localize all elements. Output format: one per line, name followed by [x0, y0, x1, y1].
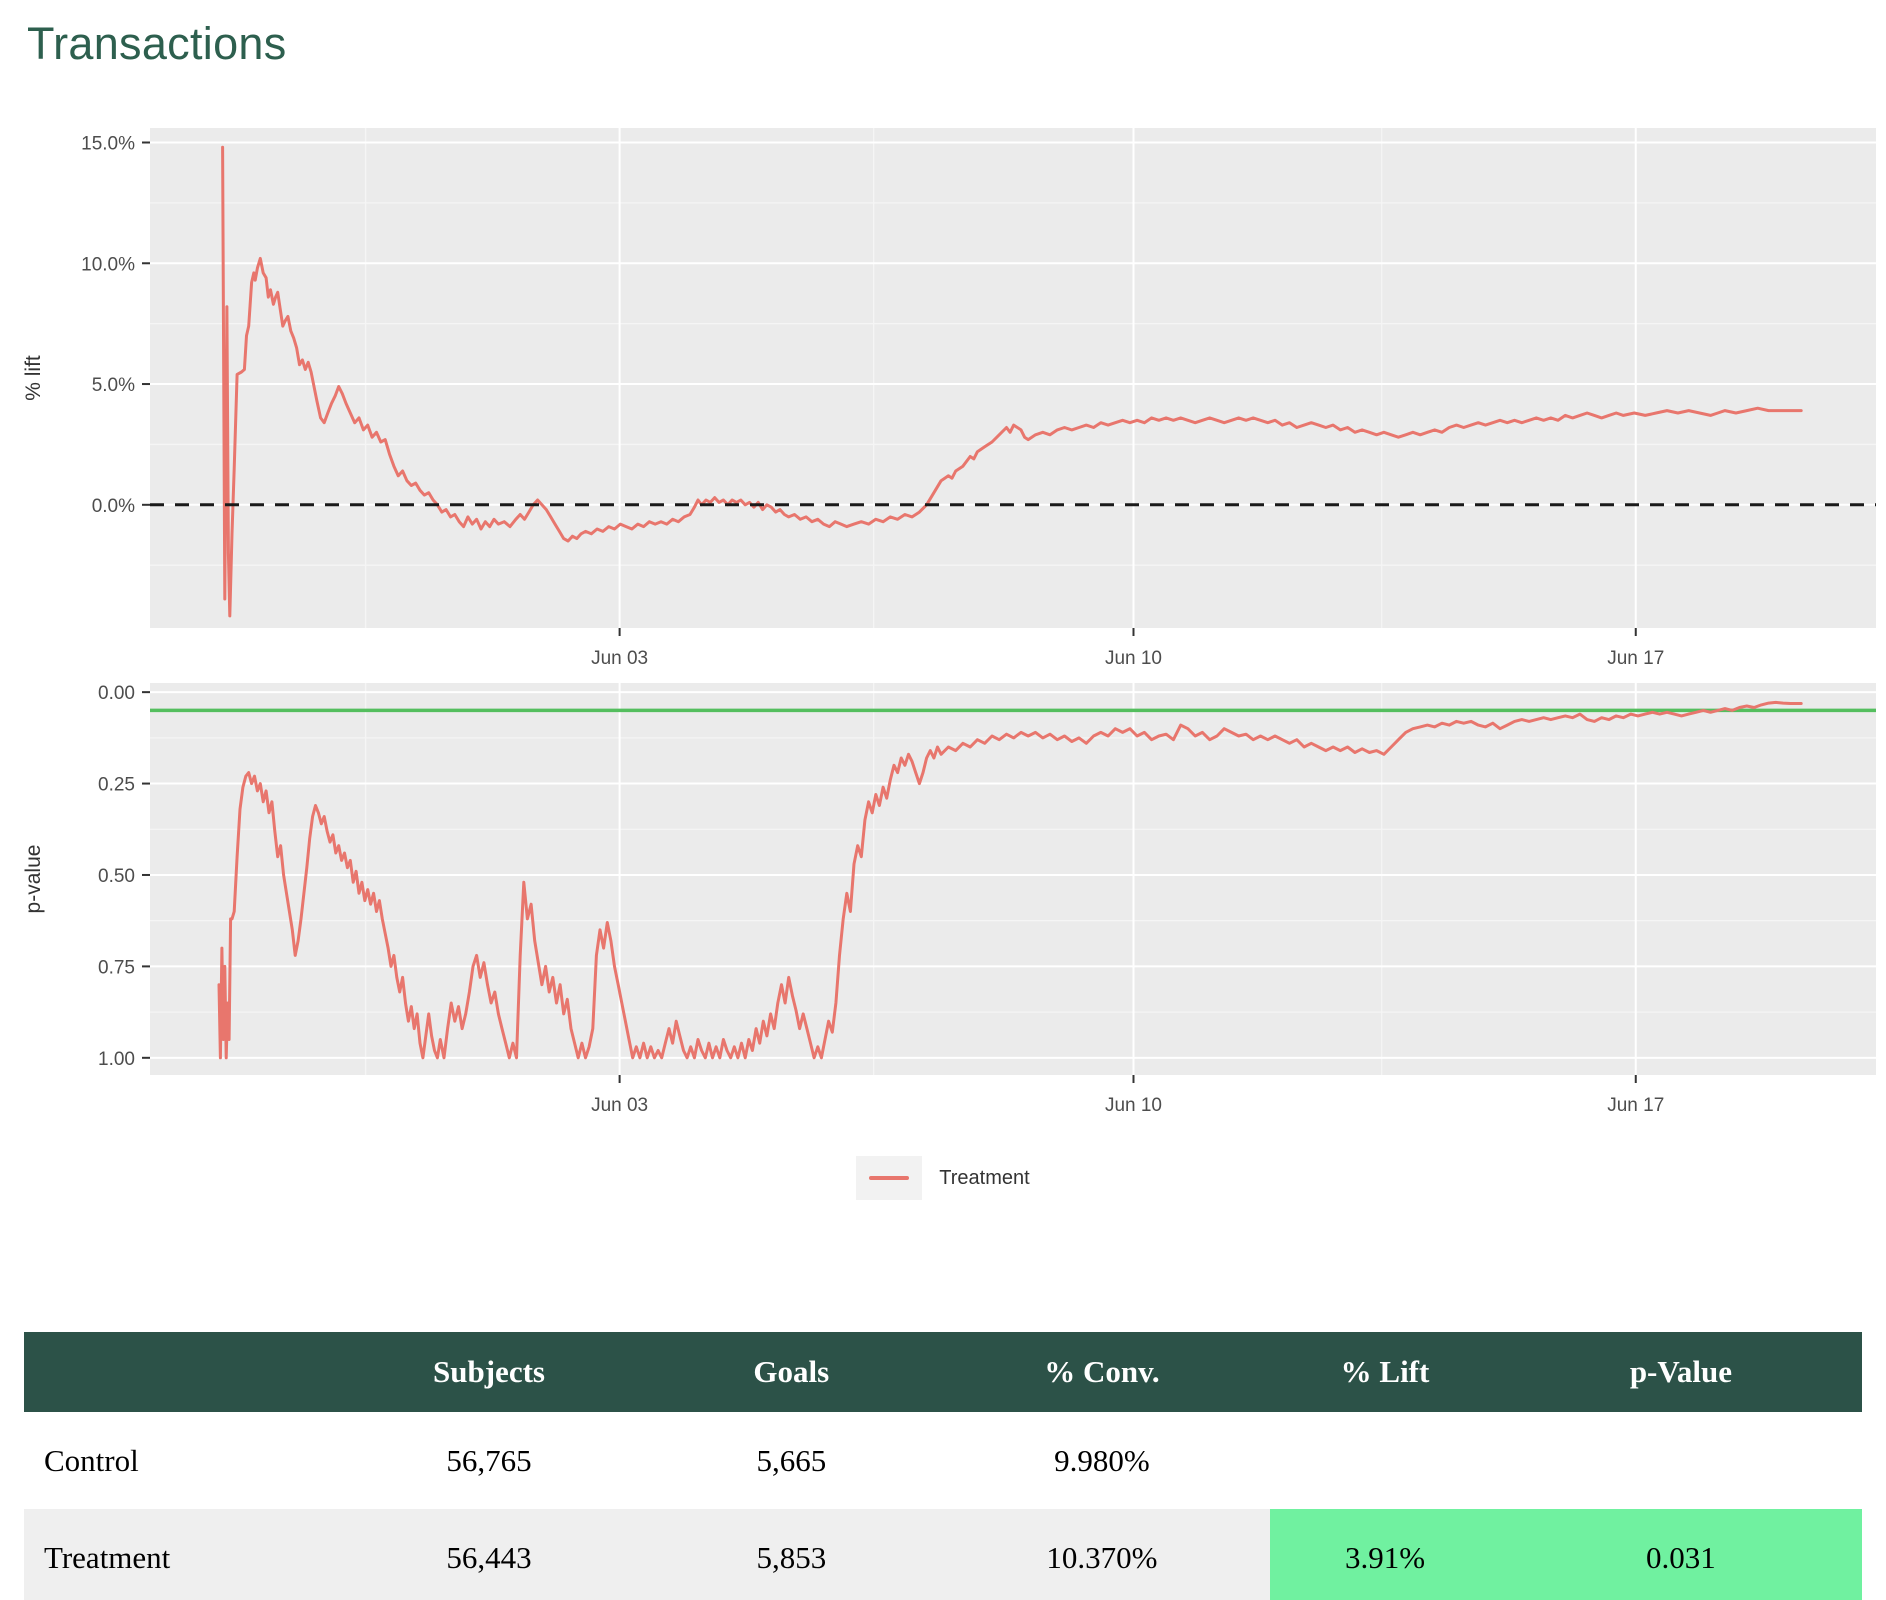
- control-label-cell: Control: [44, 1442, 139, 1478]
- treatment-goals-cell: 5,853: [648, 1509, 934, 1600]
- control-pvalue-cell: [1500, 1412, 1862, 1509]
- lift-series-treatment: [221, 145, 1803, 618]
- lift-x-tick-label: Jun 17: [1607, 648, 1664, 669]
- legend-treatment-line-icon: [869, 1176, 910, 1180]
- control-subjects-cell: 56,765: [446, 1442, 532, 1478]
- column-header-goals: Goals: [648, 1332, 934, 1412]
- pvalue-y-tick-label: 1.00: [98, 1049, 135, 1070]
- chart-legend: Treatment: [0, 1156, 1886, 1200]
- pvalue-y-tick-label: 0.00: [98, 683, 135, 704]
- page-title: Transactions: [27, 18, 287, 69]
- treatment-lift-cell: 3.91%: [1270, 1509, 1500, 1600]
- pvalue-panel: [150, 683, 1876, 1075]
- legend-label-treatment: Treatment: [939, 1166, 1030, 1189]
- lift-axis-title: % lift: [22, 355, 45, 401]
- table-row-treatment: Treatment 56,443 5,853 10.370% 3.91% 0.0…: [24, 1509, 1862, 1600]
- lift-y-tick-label: 15.0%: [81, 133, 135, 154]
- pvalue-x-tick-label: Jun 10: [1105, 1095, 1162, 1116]
- pvalue-y-tick-label: 0.25: [98, 775, 135, 796]
- lift-x-tick-label: Jun 10: [1105, 648, 1162, 669]
- pvalue-series-treatment: [217, 700, 1803, 1060]
- column-header-conv: % Conv.: [933, 1332, 1271, 1412]
- legend-key: [856, 1156, 923, 1200]
- lift-y-tick-label: 0.0%: [92, 496, 135, 517]
- lift-x-tick-label: Jun 03: [591, 648, 648, 669]
- lift-chart: Jun 03 Jun 10 Jun 17 0.0% 5.0% 10.0% 15.0% % li…: [22, 128, 1876, 669]
- lift-y-tick-label: 10.0%: [81, 254, 135, 275]
- results-table: Subjects Goals % Conv. % Lift p-Value Co…: [24, 1332, 1862, 1600]
- control-goals-cell: 5,665: [756, 1442, 827, 1478]
- lift-panel: [150, 128, 1876, 628]
- pvalue-x-tick-label: Jun 03: [591, 1095, 648, 1116]
- lift-y-tick-label: 5.0%: [92, 375, 135, 396]
- column-header-lift: % Lift: [1270, 1332, 1500, 1412]
- column-header-group: [24, 1332, 330, 1412]
- pvalue-x-tick-label: Jun 17: [1607, 1095, 1664, 1116]
- pvalue-axis-title: p-value: [22, 845, 45, 914]
- control-conv-cell: 9.980%: [1054, 1442, 1150, 1478]
- column-header-subjects: Subjects: [329, 1332, 649, 1412]
- treatment-subjects-cell: 56,443: [329, 1509, 649, 1600]
- treatment-pvalue-cell: 0.031: [1499, 1509, 1862, 1600]
- pvalue-y-tick-label: 0.50: [98, 866, 135, 887]
- control-lift-cell: [1270, 1412, 1500, 1509]
- treatment-label-cell: Treatment: [24, 1509, 330, 1600]
- table-header-row: Subjects Goals % Conv. % Lift p-Value: [24, 1332, 1862, 1412]
- pvalue-y-tick-label: 0.75: [98, 957, 135, 978]
- table-row-control: Control 56,765 5,665 9.980%: [24, 1412, 1862, 1509]
- charts-region: Jun 03 Jun 10 Jun 17 0.0% 5.0% 10.0% 15.0% % li…: [0, 100, 1886, 1250]
- pvalue-chart: Jun 03 Jun 10 Jun 17 0.00 0.25 0.50 0.75 1.00 p-…: [22, 683, 1876, 1116]
- treatment-conv-cell: 10.370%: [933, 1509, 1271, 1600]
- column-header-pvalue: p-Value: [1499, 1332, 1862, 1412]
